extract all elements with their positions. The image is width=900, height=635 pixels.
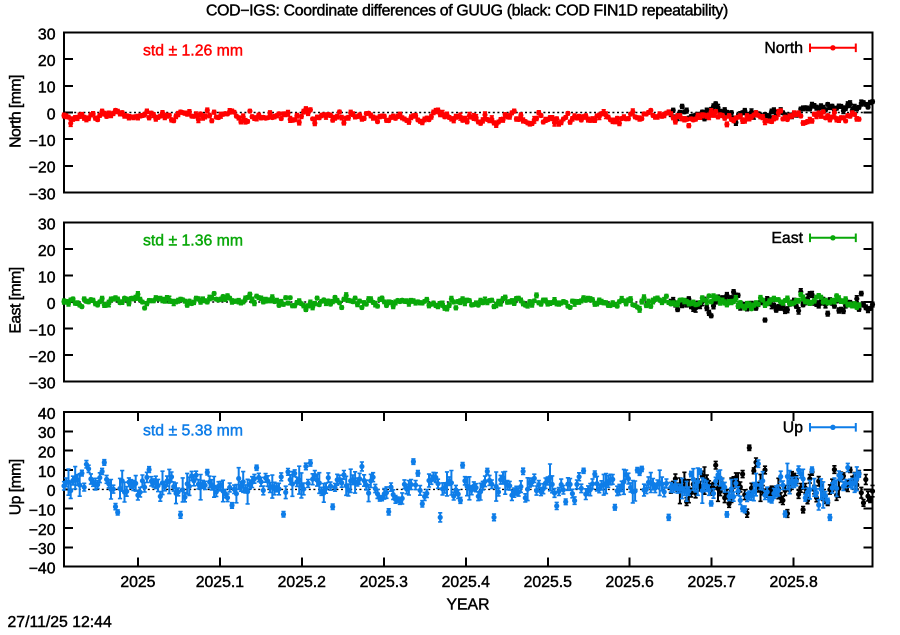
svg-text:North [mm]: North [mm] — [8, 75, 25, 148]
svg-text:2025.4: 2025.4 — [442, 574, 491, 591]
svg-text:10: 10 — [38, 80, 56, 97]
svg-text:std ± 5.38 mm: std ± 5.38 mm — [143, 422, 243, 439]
svg-text:2025.5: 2025.5 — [524, 574, 573, 591]
svg-text:30: 30 — [38, 425, 56, 442]
svg-text:0: 0 — [47, 106, 56, 123]
svg-text:2025.2: 2025.2 — [278, 574, 326, 591]
svg-text:std ± 1.36 mm: std ± 1.36 mm — [143, 233, 243, 250]
svg-text:−20: −20 — [29, 522, 56, 539]
svg-text:−20: −20 — [29, 160, 56, 177]
svg-text:−30: −30 — [29, 541, 56, 558]
svg-text:YEAR: YEAR — [446, 597, 489, 614]
svg-text:−10: −10 — [29, 133, 56, 150]
svg-text:−10: −10 — [29, 322, 56, 339]
svg-text:−30: −30 — [29, 375, 56, 392]
svg-text:East: East — [771, 230, 803, 247]
svg-text:North: North — [764, 40, 803, 57]
svg-text:−20: −20 — [29, 349, 56, 366]
svg-text:2025: 2025 — [120, 574, 155, 591]
svg-text:20: 20 — [38, 53, 56, 70]
svg-text:2025.7: 2025.7 — [688, 574, 736, 591]
svg-text:2025.6: 2025.6 — [606, 574, 655, 591]
svg-text:10: 10 — [38, 464, 56, 481]
svg-text:0: 0 — [47, 483, 56, 500]
svg-text:−10: −10 — [29, 503, 56, 520]
svg-text:−30: −30 — [29, 186, 56, 203]
svg-text:Up [mm]: Up [mm] — [8, 459, 25, 515]
svg-text:27/11/25 12:44: 27/11/25 12:44 — [8, 614, 112, 630]
svg-text:10: 10 — [38, 269, 56, 286]
svg-text:2025.1: 2025.1 — [196, 574, 245, 591]
svg-text:2025.8: 2025.8 — [770, 574, 819, 591]
svg-text:std ± 1.26 mm: std ± 1.26 mm — [143, 43, 243, 60]
svg-text:30: 30 — [38, 216, 56, 233]
svg-text:30: 30 — [38, 26, 56, 43]
svg-text:Up: Up — [783, 420, 803, 437]
svg-text:20: 20 — [38, 243, 56, 260]
svg-text:20: 20 — [38, 445, 56, 462]
svg-text:−40: −40 — [29, 561, 56, 578]
svg-text:2025.3: 2025.3 — [360, 574, 409, 591]
svg-text:COD−IGS: Coordinate difference: COD−IGS: Coordinate differences of GUUG … — [206, 3, 728, 20]
svg-text:East [mm]: East [mm] — [8, 267, 25, 333]
svg-text:0: 0 — [47, 296, 56, 313]
svg-text:40: 40 — [38, 406, 56, 423]
